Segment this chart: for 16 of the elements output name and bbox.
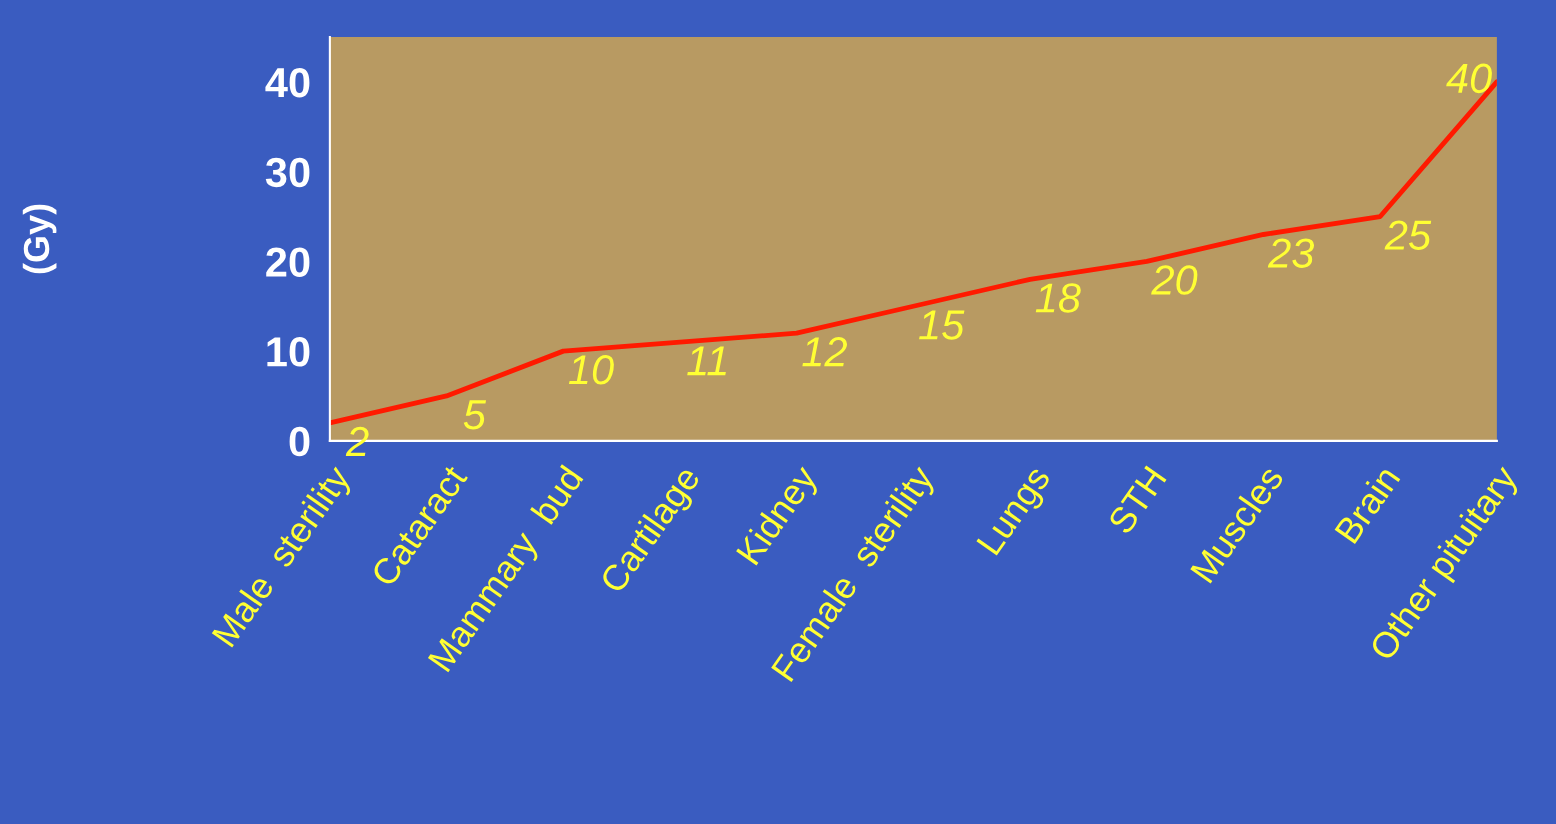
- y-tick-label: 20: [266, 247, 310, 277]
- data-label: 10: [568, 355, 614, 385]
- y-axis-title: (Gy): [22, 204, 57, 274]
- data-label: 11: [687, 346, 726, 376]
- data-label: 40: [1446, 63, 1492, 94]
- data-label: 20: [1151, 265, 1198, 295]
- y-tick-label: 0: [289, 426, 310, 457]
- data-label: 5: [463, 400, 487, 430]
- data-label: 18: [1035, 283, 1081, 313]
- y-tick-label: 30: [265, 157, 310, 188]
- data-label: 23: [1267, 238, 1315, 268]
- data-label: 12: [802, 337, 848, 367]
- data-label: 25: [1384, 220, 1432, 250]
- y-tick-label: 40: [265, 67, 310, 98]
- y-tick-label: 10: [267, 337, 310, 367]
- data-label: 15: [919, 310, 965, 340]
